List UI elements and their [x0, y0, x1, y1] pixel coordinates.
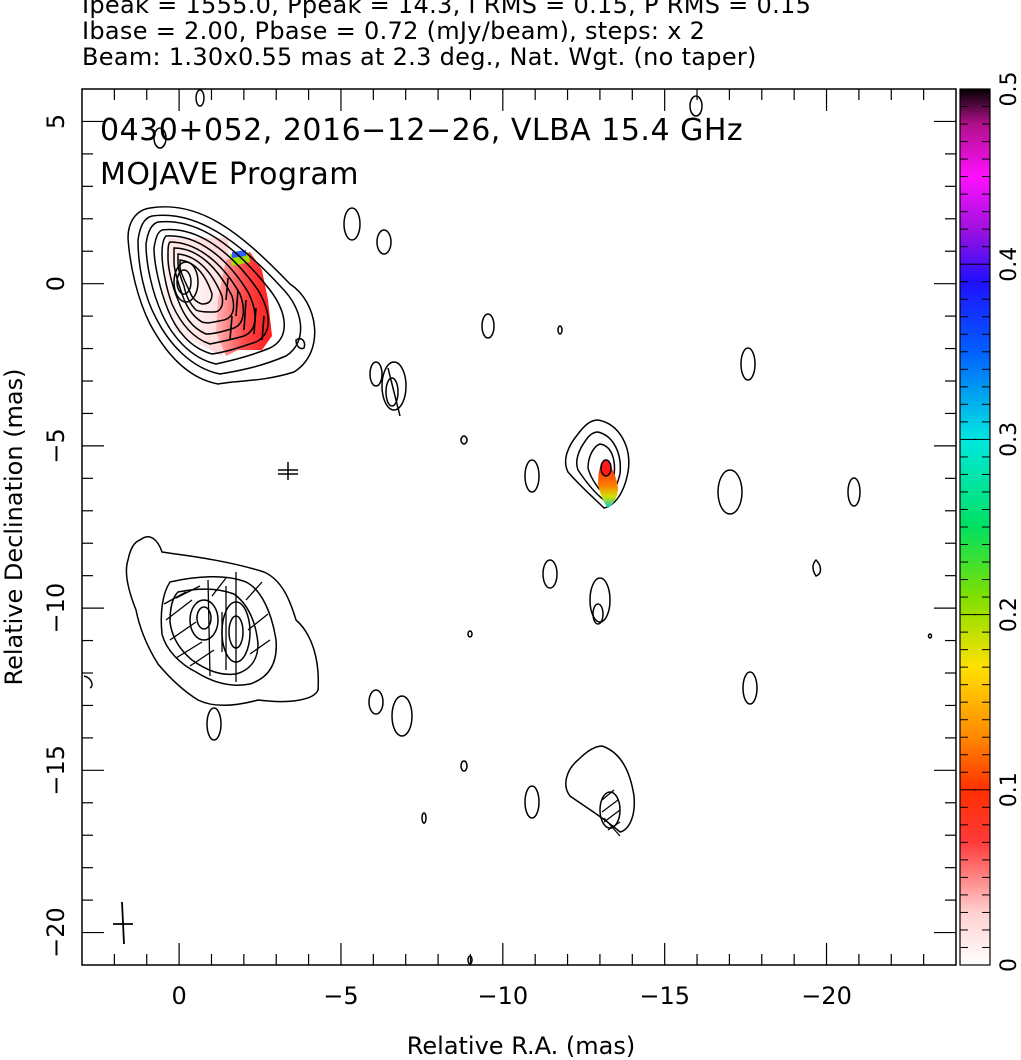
- y-tick-label: −10: [42, 583, 70, 634]
- x-axis-ticks: 0 −5 −10 −15 −20: [113, 89, 925, 1010]
- core-contour-9: [179, 259, 213, 305]
- core-evpa-ticks: [225, 277, 265, 341]
- plot-frame: [81, 88, 957, 966]
- y-tick-label: −5: [42, 428, 70, 463]
- x-tick-label: −10: [477, 982, 528, 1010]
- core-contour-2: [137, 214, 302, 375]
- y-axis-ticks: 5 0 −5 −10 −15 −20: [42, 114, 956, 958]
- colorbar-tick-label: 0.5: [997, 72, 1021, 107]
- map-content: [83, 89, 933, 965]
- colorbar-tick-label: 0: [997, 958, 1021, 972]
- y-tick-label: 5: [42, 114, 70, 129]
- core-contour-5: [161, 235, 256, 345]
- y-tick-label: −20: [42, 907, 70, 958]
- core-contour-7: [173, 247, 235, 324]
- beam-marker: [113, 901, 133, 945]
- colorbar-tick-label: 0.3: [997, 422, 1021, 457]
- colorbar-tick-label: 0.1: [997, 772, 1021, 807]
- feature-a-contour-1: [564, 419, 630, 509]
- extended-lobe: [125, 536, 320, 706]
- lobe-contour-outer: [125, 536, 320, 706]
- x-axis-label: Relative R.A. (mas): [407, 1032, 635, 1060]
- x-tick-label: −15: [639, 982, 690, 1010]
- feature-b-contour-2: [599, 791, 621, 829]
- core-contour-4: [153, 228, 269, 355]
- lobe-evpa-ticks: [163, 572, 271, 682]
- y-tick-label: −15: [42, 745, 70, 796]
- lobe-contour-2: [160, 575, 277, 686]
- y-tick-label: 0: [42, 276, 70, 291]
- feature-b-evpa-ticks: [601, 789, 621, 837]
- feature-a-contour-4: [600, 459, 612, 477]
- map-title: 0430+052, 2016−12−26, VLBA 15.4 GHz: [100, 113, 743, 148]
- core-polarization-fill-faint: [164, 238, 232, 356]
- core-contour-10: [173, 261, 199, 303]
- core-contour-3: [145, 220, 285, 365]
- feature-b: [565, 745, 636, 837]
- feature-a: [564, 419, 630, 509]
- header-line-peaks: Ipeak = 1555.0, Ppeak = 14.3, I RMS = 0.…: [82, 0, 812, 19]
- core-contour-6: [167, 241, 245, 335]
- colorbar-ticks: 0 0.1 0.2 0.3 0.4 0.5: [960, 72, 1021, 972]
- core-contour-11: [176, 269, 192, 295]
- core-contour-8: [177, 253, 224, 313]
- colorbar-tick-label: 0.4: [997, 247, 1021, 282]
- feature-a-contour-2: [575, 431, 622, 501]
- lobe-knot-a: [189, 599, 219, 641]
- core-component: [127, 206, 316, 385]
- map-header: Ipeak = 1555.0, Ppeak = 14.3, I RMS = 0.…: [82, 0, 1012, 70]
- y-axis-label: Relative Declination (mas): [0, 368, 28, 685]
- core-contour-1: [127, 206, 316, 385]
- colorbar-tick-label: 0.2: [997, 597, 1021, 632]
- map-subtitle: MOJAVE Program: [100, 157, 359, 192]
- scattered-contours: [83, 89, 933, 965]
- x-tick-label: −20: [801, 982, 852, 1010]
- lobe-contour-3: [169, 588, 259, 676]
- lobe-knot-a-inner: [196, 606, 212, 630]
- x-tick-label: 0: [171, 982, 186, 1010]
- x-tick-label: −5: [323, 982, 358, 1010]
- header-line-beam: Beam: 1.30x0.55 mas at 2.3 deg., Nat. Wg…: [82, 43, 757, 71]
- small-marker: [278, 462, 298, 480]
- core-contour-knot: [295, 337, 306, 350]
- feature-b-contour-1: [565, 745, 636, 833]
- header-line-base: Ibase = 2.00, Pbase = 0.72 (mJy/beam), s…: [82, 17, 706, 45]
